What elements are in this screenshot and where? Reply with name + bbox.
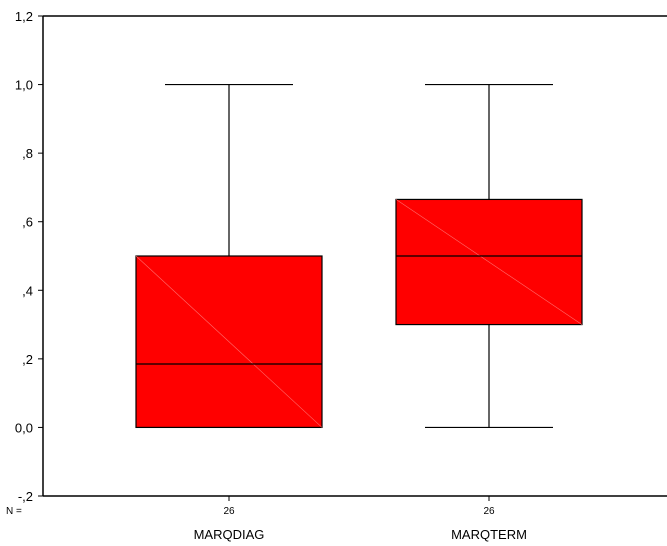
y-tick-label: ,8: [22, 146, 33, 161]
y-axis: 1,2 1,0 ,8 ,6 ,4 ,2 0,0 -,2: [15, 9, 43, 504]
y-tick-label: ,4: [22, 283, 33, 298]
y-tick-label: 1,2: [15, 9, 33, 24]
n-value-label: 26: [223, 506, 235, 517]
box-marqterm: [395, 83, 583, 429]
plot-frame: [42, 15, 667, 497]
category-label: MARQDIAG: [194, 527, 265, 542]
x-axis: N = 26 MARQDIAG 26 MARQTERM: [6, 496, 527, 542]
y-tick-label: 0,0: [15, 420, 33, 435]
n-prefix-label: N =: [6, 506, 22, 517]
n-value-label: 26: [483, 506, 495, 517]
y-tick-label: -,2: [18, 489, 33, 504]
y-tick-label: ,6: [22, 215, 33, 230]
y-tick-label: 1,0: [15, 78, 33, 93]
box-marqdiag: [135, 83, 323, 429]
box-diagonal: [395, 199, 583, 325]
category-label: MARQTERM: [451, 527, 527, 542]
y-tick-label: ,2: [22, 352, 33, 367]
box-diagonal: [135, 255, 323, 428]
boxes-layer: [135, 83, 583, 429]
